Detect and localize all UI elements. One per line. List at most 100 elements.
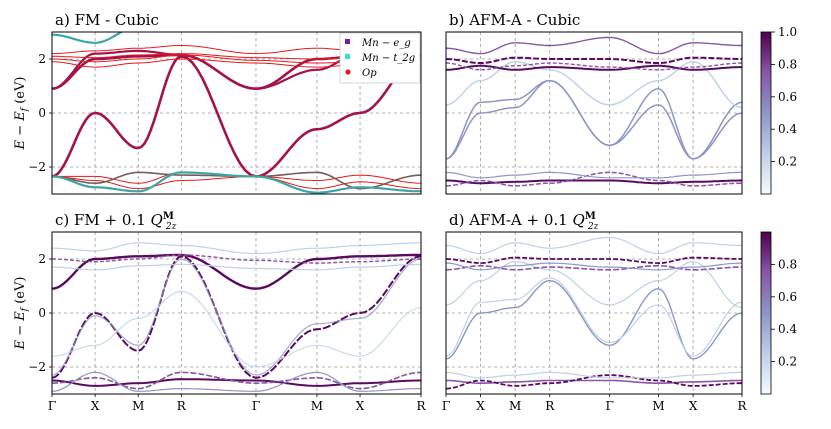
band-line: [446, 236, 742, 255]
band-line: [446, 371, 742, 379]
y-axis-label-top-main: E − E: [13, 111, 28, 151]
colorbar-tick-label: 1.0: [778, 25, 797, 39]
panel-d-title: d) AFM-A + 0.1 QM 2z: [449, 211, 599, 232]
band-line: [52, 32, 124, 44]
band-line: [52, 253, 421, 290]
colorbar-tick-label: 0.8: [778, 257, 797, 271]
x-tick-label: Γ: [48, 399, 56, 413]
band-line: [446, 261, 742, 309]
x-tick-label: M: [509, 399, 521, 413]
y-tick-label: −2: [28, 360, 46, 374]
x-tick-label: Γ: [442, 399, 450, 413]
panel-b-bands: [446, 36, 742, 187]
x-tick-label: X: [689, 399, 698, 413]
y-axis-label-top: E − Ef (eV): [13, 77, 30, 151]
panel-d-grid: [446, 232, 742, 394]
panel-c-title-q: Q: [151, 211, 163, 229]
y-axis-label-top-sub: f: [20, 106, 30, 112]
x-tick-label: M: [132, 399, 144, 413]
panel-b-title: b) AFM-A - Cubic: [449, 11, 580, 29]
panel-a-title: a) FM - Cubic: [55, 11, 159, 29]
x-tick-label: Γ: [252, 399, 260, 413]
band-line: [446, 179, 742, 185]
y-tick-label: 0: [38, 306, 46, 320]
legend-marker: [345, 39, 350, 44]
y-axis-label-bottom-main: E − E: [13, 311, 28, 351]
colorbar-tick-label: 0.8: [778, 57, 797, 71]
x-tick-label: M: [311, 399, 323, 413]
panel-d-title-prefix: d) AFM-A + 0.1: [449, 211, 572, 229]
x-tick-label: Γ: [605, 399, 613, 413]
band-line: [446, 36, 742, 55]
panel-d-title-q: Q: [572, 211, 584, 229]
band-line: [446, 171, 742, 179]
band-line: [52, 54, 421, 178]
y-axis-label-top-unit: (eV): [13, 77, 28, 108]
band-line: [446, 64, 742, 71]
band-line: [446, 171, 742, 187]
y-axis-label-bottom-unit: (eV): [13, 277, 28, 308]
band-line: [446, 62, 742, 71]
band-line: [446, 374, 742, 390]
panel-c-bands: [52, 242, 421, 392]
x-tick-label: X: [356, 399, 365, 413]
colorbar-bottom-bar: [760, 231, 772, 395]
x-tick-label: R: [737, 399, 747, 413]
band-line: [446, 265, 742, 271]
legend-label: Mn − e_g: [361, 38, 411, 49]
colorbar-bottom: 0.2 0.4 0.6 0.8: [760, 231, 797, 395]
panel-a: a) FM - Cubic Mn − e_g Mn − t_2g Op: [51, 11, 422, 195]
band-line: [52, 242, 421, 255]
panel-c-title-prefix: c) FM + 0.1: [55, 211, 151, 229]
x-tick-label: X: [91, 399, 100, 413]
x-tick-label: R: [416, 399, 426, 413]
band-line: [52, 254, 421, 264]
legend-label: Op: [362, 68, 377, 79]
band-line: [446, 56, 742, 64]
colorbar-top: 0.2 0.4 0.6 0.8 1.0: [760, 25, 797, 195]
colorbar-tick-label: 0.2: [778, 155, 797, 169]
panel-d-title-sup: M: [585, 211, 596, 222]
band-line: [446, 277, 742, 357]
band-line: [446, 79, 742, 160]
band-line: [52, 378, 421, 387]
band-line: [446, 379, 742, 384]
panel-a-legend: Mn − e_g Mn − t_2g Op: [339, 32, 421, 84]
panel-b-frame: [445, 31, 743, 195]
band-line: [52, 258, 421, 376]
colorbar-tick-label: 0.4: [778, 122, 797, 136]
panel-c-title-sub: 2z: [165, 222, 177, 232]
panel-b: b) AFM-A - Cubic: [445, 11, 743, 195]
y-axis-label-bottom-sub: f: [20, 306, 30, 312]
band-line: [446, 262, 742, 271]
legend-marker-op: [345, 69, 351, 75]
colorbar-tick-label: 0.6: [778, 290, 797, 304]
band-line: [52, 290, 421, 368]
legend-marker: [345, 54, 350, 59]
panel-b-grid: [446, 32, 742, 194]
panel-d-bands: [446, 236, 742, 390]
band-line: [52, 263, 421, 271]
panel-c-title-sup: M: [163, 211, 174, 222]
panel-c: c) FM + 0.1 QM 2z: [51, 211, 422, 395]
x-tick-label: R: [177, 399, 187, 413]
x-tick-label: X: [476, 399, 485, 413]
band-line: [52, 371, 421, 390]
axis-ticks: −2 0 2 −2 0 2 Γ X M R Γ M X R Γ X M R Γ M X R: [28, 52, 747, 413]
y-axis-label-bottom: E − Ef (eV): [13, 277, 30, 351]
colorbar-tick-label: 0.6: [778, 90, 797, 104]
band-line: [446, 256, 742, 265]
band-line: [52, 371, 421, 392]
y-tick-label: 2: [38, 52, 46, 66]
band-line: [52, 255, 421, 379]
band-line: [446, 60, 742, 109]
colorbar-tick-label: 0.4: [778, 322, 797, 336]
panel-c-title: c) FM + 0.1 QM 2z: [55, 211, 177, 232]
panel-d: d) AFM-A + 0.1 QM 2z: [445, 211, 743, 395]
colorbar-top-bar: [760, 31, 772, 195]
band-line: [446, 79, 742, 160]
y-tick-label: 0: [38, 106, 46, 120]
panel-d-frame: [445, 231, 743, 395]
panel-d-title-sub: 2z: [587, 222, 599, 232]
